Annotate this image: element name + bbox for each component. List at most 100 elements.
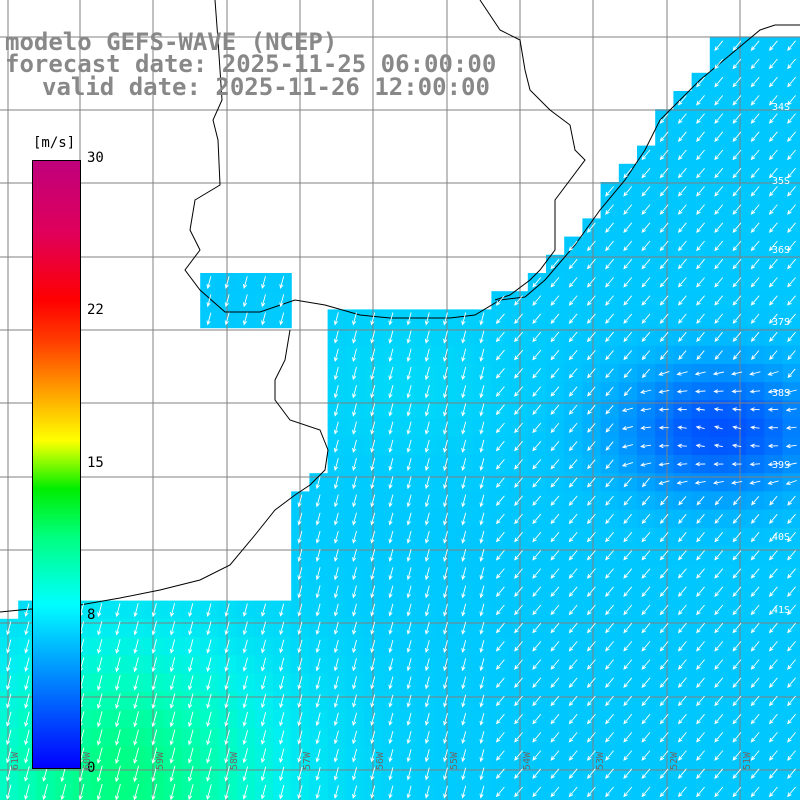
wind-arrow: [333, 348, 339, 362]
wind-arrow: [732, 58, 742, 70]
wind-arrow: [732, 496, 741, 506]
wind-arrow: [550, 695, 560, 707]
wind-arrow: [767, 425, 778, 430]
wind-arrow: [659, 568, 669, 579]
wind-arrow: [714, 604, 724, 616]
wind-arrow: [677, 786, 687, 798]
wind-arrow: [694, 371, 706, 376]
wind-arrow: [677, 95, 687, 106]
wind-arrow: [443, 549, 448, 563]
latitude-label: 33S: [772, 28, 791, 39]
wind-arrow: [586, 331, 596, 343]
wind-arrow: [550, 422, 560, 434]
wind-arrow: [641, 622, 651, 634]
wind-arrow: [696, 240, 705, 252]
wind-arrow: [732, 677, 742, 689]
wind-arrow: [388, 658, 394, 672]
wind-arrow: [696, 277, 705, 288]
wind-arrow: [188, 657, 194, 673]
wind-arrow: [388, 767, 394, 781]
wind-arrow: [768, 204, 778, 215]
wind-arrow: [461, 330, 467, 344]
wind-arrow: [696, 331, 705, 343]
wind-arrow: [514, 368, 524, 379]
wind-arrow: [586, 732, 596, 743]
wind-arrow: [260, 784, 267, 800]
wind-arrow: [388, 403, 394, 417]
wind-arrow: [532, 550, 542, 561]
wind-arrow: [224, 748, 230, 764]
wind-arrow: [787, 368, 796, 379]
wind-arrow: [732, 732, 742, 743]
wind-arrow: [315, 730, 321, 745]
wind-arrow: [532, 495, 542, 506]
wind-arrow: [406, 676, 412, 690]
wind-arrow: [640, 407, 652, 412]
wind-arrow: [115, 765, 121, 783]
wind-arrow: [206, 747, 212, 764]
wind-arrow: [713, 480, 724, 485]
wind-arrow: [333, 330, 339, 344]
wind-arrow: [659, 131, 669, 143]
wind-arrow: [568, 459, 578, 470]
wind-arrow: [388, 749, 394, 763]
wind-arrow: [641, 659, 651, 670]
wind-arrow: [587, 495, 596, 506]
wind-arrow: [388, 457, 394, 472]
wind-arrow: [787, 532, 796, 543]
wind-arrow: [242, 748, 249, 764]
wind-arrow: [605, 495, 614, 506]
wind-arrow: [623, 550, 633, 561]
wind-arrow: [297, 548, 303, 563]
wind-arrow: [623, 167, 633, 179]
wind-arrow: [768, 76, 778, 88]
wind-arrow: [424, 640, 430, 654]
wind-arrow: [133, 675, 139, 691]
wind-arrow: [659, 641, 669, 652]
wind-arrow: [206, 766, 212, 782]
wind-arrow: [206, 621, 212, 636]
wind-arrow: [6, 621, 12, 636]
wind-arrow: [550, 313, 560, 325]
wind-arrow: [532, 368, 542, 379]
wind-arrow: [714, 622, 724, 634]
wind-arrow: [514, 313, 523, 324]
wind-arrow: [659, 695, 669, 707]
forecast-date: forecast date: 2025-11-25 06:00:00: [5, 50, 497, 78]
wind-arrow: [24, 711, 30, 727]
wind-arrow: [750, 695, 760, 707]
wind-arrow: [550, 477, 560, 488]
wind-arrow: [787, 550, 796, 561]
wind-arrow: [224, 766, 230, 782]
wind-arrow: [479, 603, 485, 617]
wind-arrow: [514, 386, 524, 397]
wind-arrow: [187, 765, 194, 783]
wind-arrow: [333, 403, 339, 417]
wind-arrow: [731, 461, 742, 467]
wind-arrow: [352, 439, 357, 453]
wind-arrow: [714, 240, 724, 252]
wind-arrow: [750, 40, 760, 52]
wind-arrow: [677, 677, 687, 689]
wind-arrow: [242, 276, 248, 290]
wind-arrow: [696, 167, 705, 179]
wind-arrow: [279, 748, 285, 764]
wind-arrow: [732, 713, 742, 725]
wind-arrow: [586, 568, 596, 579]
wind-arrow: [623, 331, 633, 343]
wind-arrow: [787, 641, 796, 652]
wind-arrow: [352, 748, 358, 763]
wind-arrow: [714, 659, 724, 670]
wind-arrow: [568, 732, 578, 743]
wind-arrow: [659, 677, 669, 689]
wind-arrow: [696, 732, 705, 743]
wind-arrow: [750, 786, 760, 798]
wind-arrow: [424, 421, 430, 435]
wind-arrow: [260, 730, 267, 745]
wind-arrow: [768, 750, 778, 761]
wind-arrow: [696, 514, 705, 524]
wind-arrow: [532, 713, 542, 725]
wind-arrow: [388, 730, 394, 745]
wind-arrow: [443, 385, 448, 399]
wind-arrow: [785, 480, 797, 486]
